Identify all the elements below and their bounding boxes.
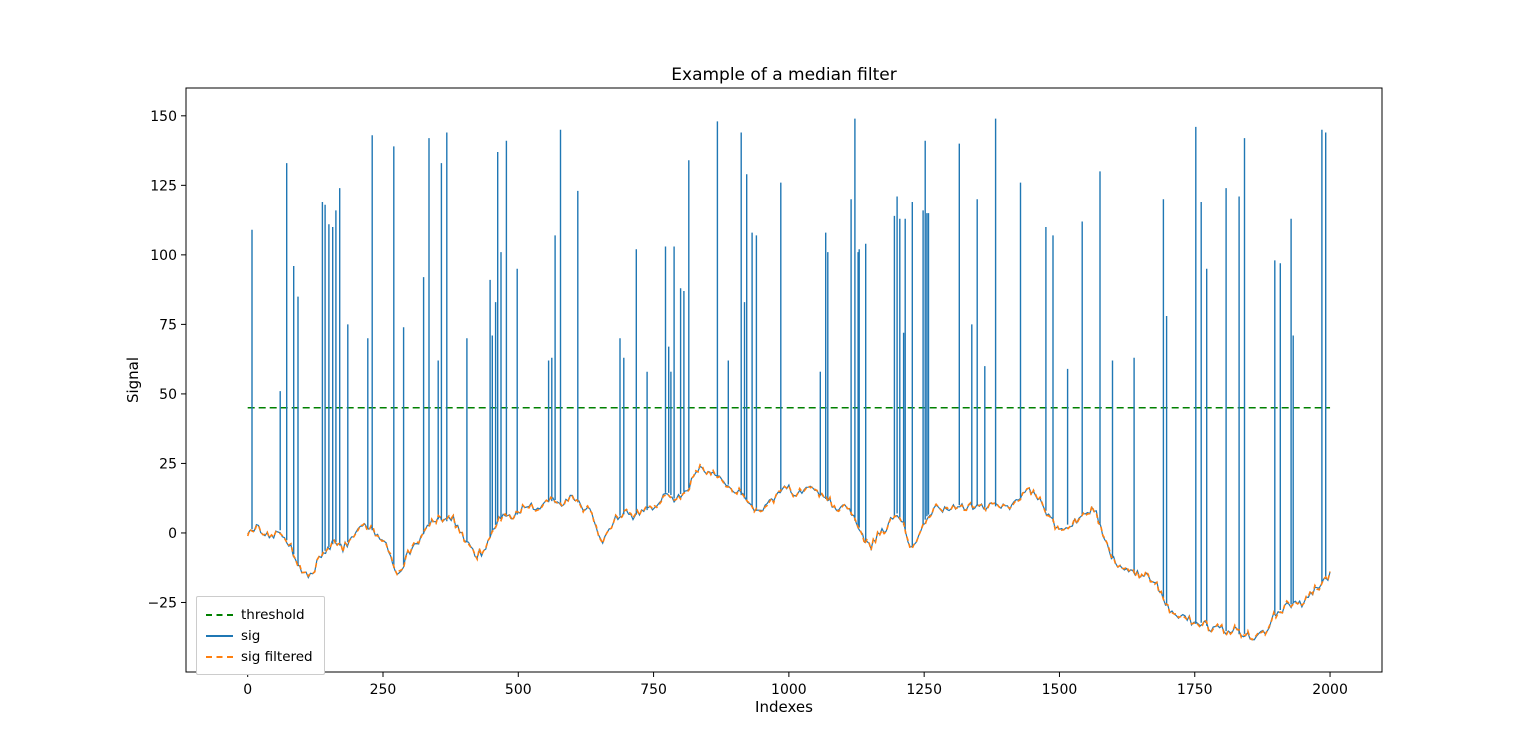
x-tick-label: 1750	[1177, 682, 1213, 698]
legend-label: threshold	[241, 606, 305, 623]
x-tick-label: 1500	[1042, 682, 1078, 698]
chart-title: Example of a median filter	[671, 65, 897, 85]
x-tick-label: 250	[370, 682, 397, 698]
legend-item-sig-filtered: sig filtered	[206, 646, 313, 667]
legend-item-sig: sig	[206, 625, 313, 646]
legend: threshold sig sig filtered	[196, 596, 325, 675]
y-tick-label: 100	[150, 248, 177, 264]
x-tick-label: 2000	[1312, 682, 1348, 698]
threshold-line-sample	[206, 613, 233, 616]
sig-filtered-line	[246, 463, 1331, 641]
y-tick-label: 150	[150, 109, 177, 125]
axes-frame	[185, 87, 1383, 673]
y-tick-label: 75	[159, 317, 177, 333]
x-tick-label: 0	[243, 682, 252, 698]
x-tick-label: 750	[640, 682, 667, 698]
sig-filtered-line-sample	[206, 655, 233, 658]
y-tick-label: −25	[147, 595, 177, 611]
y-tick-label: 0	[168, 526, 177, 542]
y-tick-label: 25	[159, 456, 177, 472]
legend-label: sig filtered	[241, 648, 313, 665]
sig-line	[247, 465, 1331, 641]
x-axis-label: Indexes	[755, 698, 813, 716]
y-axis-label: Signal	[124, 356, 142, 404]
y-tick-label: 125	[150, 178, 177, 194]
legend-label: sig	[241, 627, 261, 644]
x-tick-label: 1000	[771, 682, 807, 698]
x-tick-label: 500	[505, 682, 532, 698]
sig-line-sample	[206, 634, 233, 637]
legend-item-threshold: threshold	[206, 604, 313, 625]
y-tick-label: 50	[159, 387, 177, 403]
x-tick-label: 1250	[906, 682, 942, 698]
